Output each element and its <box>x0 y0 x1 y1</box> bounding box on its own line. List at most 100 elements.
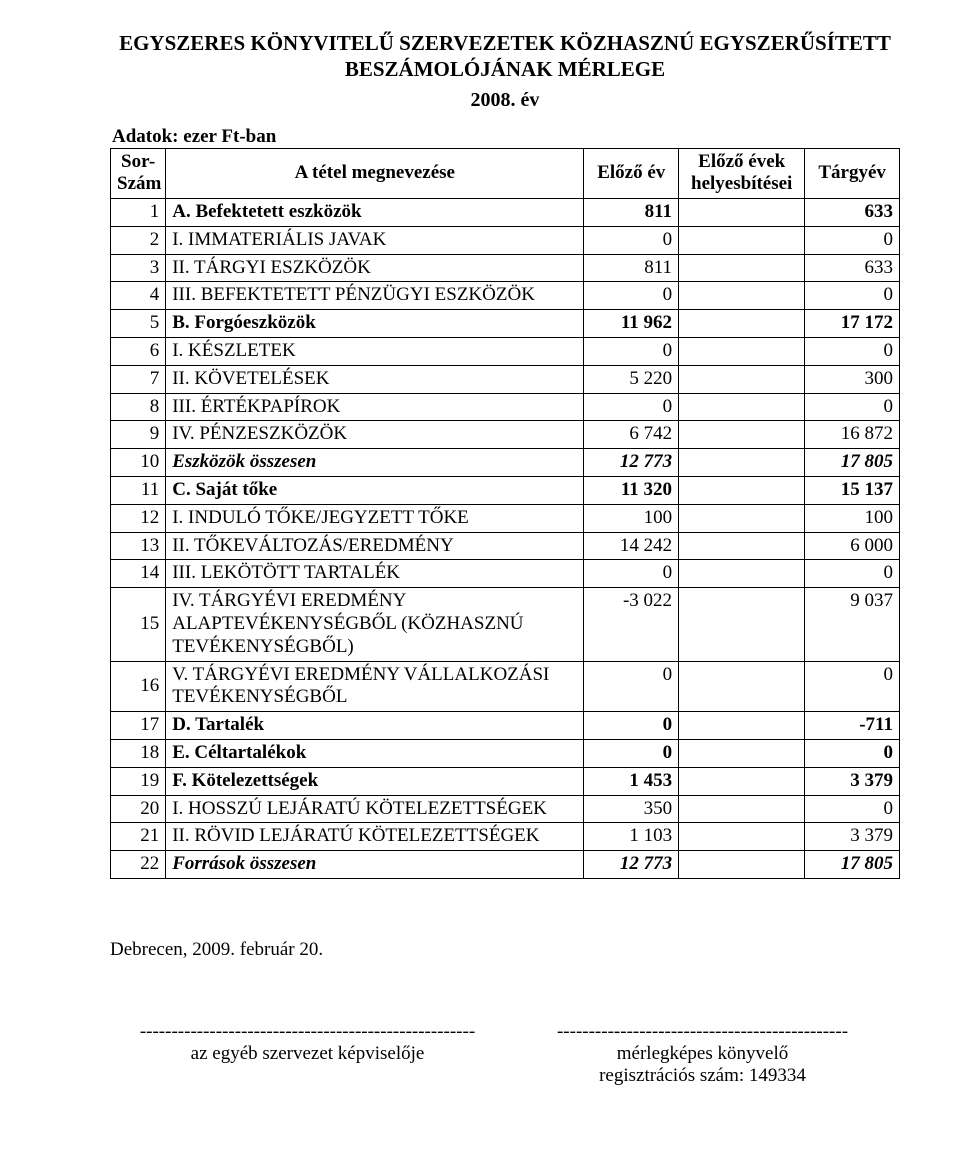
row-number: 6 <box>111 338 166 366</box>
balance-sheet-table: Sor- Szám A tétel megnevezése Előző év E… <box>110 148 900 880</box>
row-label: Források összesen <box>166 851 584 879</box>
row-corr <box>679 310 805 338</box>
row-corr <box>679 588 805 661</box>
row-curr: 16 872 <box>805 421 900 449</box>
row-corr <box>679 795 805 823</box>
table-row: 18E. Céltartalékok00 <box>111 740 900 768</box>
row-label: IV. TÁRGYÉVI EREDMÉNY ALAPTEVÉKENYSÉGBŐL… <box>166 588 584 661</box>
row-number: 12 <box>111 504 166 532</box>
table-row: 15IV. TÁRGYÉVI EREDMÉNY ALAPTEVÉKENYSÉGB… <box>111 588 900 661</box>
row-corr <box>679 740 805 768</box>
row-prev: -3 022 <box>584 588 679 661</box>
table-row: 8III. ÉRTÉKPAPÍROK00 <box>111 393 900 421</box>
row-label: C. Saját tőke <box>166 477 584 505</box>
row-label: II. TÁRGYI ESZKÖZÖK <box>166 254 584 282</box>
table-row: 12I. INDULÓ TŐKE/JEGYZETT TŐKE100100 <box>111 504 900 532</box>
row-number: 17 <box>111 712 166 740</box>
row-number: 2 <box>111 226 166 254</box>
table-row: 1A. Befektetett eszközök811 633 <box>111 199 900 227</box>
report-year: 2008. év <box>110 89 900 112</box>
signature-left-line: ----------------------------------------… <box>110 1021 505 1043</box>
row-corr <box>679 823 805 851</box>
row-corr <box>679 532 805 560</box>
row-number: 21 <box>111 823 166 851</box>
row-prev: 1 453 <box>584 767 679 795</box>
row-label: A. Befektetett eszközök <box>166 199 584 227</box>
row-curr: 0 <box>805 560 900 588</box>
row-curr: 0 <box>805 393 900 421</box>
row-prev: 811 <box>584 199 679 227</box>
row-prev: 0 <box>584 338 679 366</box>
table-row: 22Források összesen12 77317 805 <box>111 851 900 879</box>
row-label: III. ÉRTÉKPAPÍROK <box>166 393 584 421</box>
row-curr: 0 <box>805 661 900 712</box>
table-row: 10Eszközök összesen12 77317 805 <box>111 449 900 477</box>
header-helyesbites-2: helyesbítései <box>691 173 792 194</box>
row-corr <box>679 560 805 588</box>
title-line-1: EGYSZERES KÖNYVITELŰ SZERVEZETEK KÖZHASZ… <box>119 31 891 55</box>
signature-right-caption-1: mérlegképes könyvelő <box>505 1043 900 1065</box>
row-prev: 0 <box>584 226 679 254</box>
row-curr: 0 <box>805 226 900 254</box>
units-label: Adatok: ezer Ft-ban <box>112 126 900 148</box>
row-corr <box>679 504 805 532</box>
table-row: 3II. TÁRGYI ESZKÖZÖK811633 <box>111 254 900 282</box>
row-corr <box>679 767 805 795</box>
row-corr <box>679 661 805 712</box>
row-corr <box>679 449 805 477</box>
row-corr <box>679 365 805 393</box>
signature-left-caption: az egyéb szervezet képviselője <box>110 1043 505 1065</box>
table-row: 7II. KÖVETELÉSEK5 220300 <box>111 365 900 393</box>
row-label: E. Céltartalékok <box>166 740 584 768</box>
row-number: 18 <box>111 740 166 768</box>
row-number: 14 <box>111 560 166 588</box>
row-number: 3 <box>111 254 166 282</box>
header-sorszam: Sor- Szám <box>111 148 166 199</box>
row-corr <box>679 421 805 449</box>
row-prev: 0 <box>584 282 679 310</box>
row-corr <box>679 393 805 421</box>
title-line-2: BESZÁMOLÓJÁNAK MÉRLEGE <box>345 57 665 81</box>
row-label: I. INDULÓ TŐKE/JEGYZETT TŐKE <box>166 504 584 532</box>
signature-left: ----------------------------------------… <box>110 1021 505 1087</box>
row-number: 9 <box>111 421 166 449</box>
page-title: EGYSZERES KÖNYVITELŰ SZERVEZETEK KÖZHASZ… <box>110 30 900 83</box>
signature-right-line: ----------------------------------------… <box>505 1021 900 1043</box>
header-helyesbites-1: Előző évek <box>698 151 785 172</box>
footer-date: Debrecen, 2009. február 20. <box>110 939 900 961</box>
table-row: 11C. Saját tőke11 320 15 137 <box>111 477 900 505</box>
row-number: 11 <box>111 477 166 505</box>
row-curr: 15 137 <box>805 477 900 505</box>
table-row: 13II. TŐKEVÁLTOZÁS/EREDMÉNY14 2426 000 <box>111 532 900 560</box>
header-targyev: Tárgyév <box>805 148 900 199</box>
row-prev: 14 242 <box>584 532 679 560</box>
row-prev: 11 962 <box>584 310 679 338</box>
row-corr <box>679 282 805 310</box>
table-row: 4III. BEFEKTETETT PÉNZÜGYI ESZKÖZÖK00 <box>111 282 900 310</box>
row-curr: 0 <box>805 282 900 310</box>
row-corr <box>679 226 805 254</box>
table-row: 21II. RÖVID LEJÁRATÚ KÖTELEZETTSÉGEK1 10… <box>111 823 900 851</box>
header-sorszam-2: Szám <box>117 173 161 194</box>
table-header-row: Sor- Szám A tétel megnevezése Előző év E… <box>111 148 900 199</box>
header-elozo-ev: Előző év <box>584 148 679 199</box>
signature-right-caption-2: regisztrációs szám: 149334 <box>505 1065 900 1087</box>
row-number: 10 <box>111 449 166 477</box>
row-curr: 17 805 <box>805 851 900 879</box>
signature-right: ----------------------------------------… <box>505 1021 900 1087</box>
row-prev: 12 773 <box>584 449 679 477</box>
table-row: 6I. KÉSZLETEK00 <box>111 338 900 366</box>
row-curr: 633 <box>805 199 900 227</box>
row-prev: 350 <box>584 795 679 823</box>
row-prev: 100 <box>584 504 679 532</box>
row-curr: 17 805 <box>805 449 900 477</box>
row-prev: 0 <box>584 560 679 588</box>
table-row: 5B. Forgóeszközök11 96217 172 <box>111 310 900 338</box>
row-number: 1 <box>111 199 166 227</box>
row-curr: 6 000 <box>805 532 900 560</box>
header-megnevezes: A tétel megnevezése <box>166 148 584 199</box>
row-curr: 17 172 <box>805 310 900 338</box>
table-row: 20I. HOSSZÚ LEJÁRATÚ KÖTELEZETTSÉGEK3500 <box>111 795 900 823</box>
row-label: III. BEFEKTETETT PÉNZÜGYI ESZKÖZÖK <box>166 282 584 310</box>
row-prev: 11 320 <box>584 477 679 505</box>
